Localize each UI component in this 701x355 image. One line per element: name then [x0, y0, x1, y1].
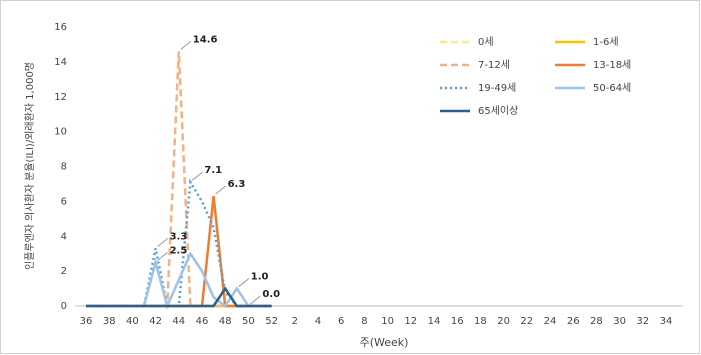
value-label: 1.0 [251, 272, 269, 283]
legend-label: 50-64세 [593, 82, 631, 94]
leader-line [215, 185, 226, 195]
x-tick-label: 30 [613, 316, 626, 327]
x-tick-label: 44 [172, 316, 185, 327]
leader-line [157, 238, 168, 247]
x-tick-label: 34 [660, 316, 673, 327]
x-tick-label: 46 [196, 316, 209, 327]
y-tick-label: 16 [54, 22, 67, 33]
x-tick-label: 12 [404, 316, 417, 327]
x-axis-label: 주(Week) [360, 336, 409, 349]
series-line [86, 286, 272, 308]
value-label: 14.6 [193, 34, 218, 45]
legend-label: 7-12세 [478, 59, 510, 71]
leader-line [180, 41, 192, 50]
x-tick-label: 18 [474, 316, 487, 327]
y-tick-label: 14 [54, 57, 67, 68]
x-tick-label: 20 [497, 316, 510, 327]
x-tick-label: 50 [242, 316, 255, 327]
value-label: 3.3 [170, 231, 188, 242]
x-tick-label: 38 [103, 316, 116, 327]
x-tick-label: 36 [80, 316, 93, 327]
x-tick-label: 4 [315, 316, 321, 327]
x-tick-label: 28 [590, 316, 603, 327]
y-tick-label: 12 [54, 92, 67, 103]
leader-line [192, 171, 203, 181]
x-tick-label: 24 [544, 316, 557, 327]
value-label: 7.1 [204, 165, 222, 176]
legend-label: 13-18세 [593, 59, 631, 71]
x-tick-label: 10 [381, 316, 394, 327]
x-tick-label: 48 [219, 316, 232, 327]
x-tick-label: 26 [567, 316, 580, 327]
x-tick-label: 52 [265, 316, 278, 327]
x-tick-label: 8 [361, 316, 367, 327]
leader-line [238, 278, 250, 287]
y-tick-label: 6 [61, 196, 67, 207]
x-tick-label: 6 [338, 316, 344, 327]
y-tick-label: 2 [61, 266, 67, 277]
x-tick-label: 2 [292, 316, 298, 327]
x-tick-label: 14 [428, 316, 441, 327]
legend-label: 0세 [478, 36, 494, 48]
x-tick-label: 16 [451, 316, 464, 327]
legend-label: 19-49세 [478, 82, 516, 94]
value-label: 0.0 [262, 289, 280, 300]
x-tick-label: 32 [636, 316, 649, 327]
y-tick-label: 4 [61, 231, 67, 242]
value-label: 2.5 [170, 245, 188, 256]
leader-line [157, 252, 168, 261]
leader-line [250, 295, 261, 305]
x-tick-label: 22 [520, 316, 533, 327]
x-tick-label: 40 [126, 316, 139, 327]
y-axis-label: 인플루엔자 의사환자 분율(ILI)/외래환자 1,000명 [24, 62, 36, 270]
y-tick-label: 10 [54, 127, 67, 138]
value-label: 6.3 [228, 179, 246, 190]
legend-label: 65세이상 [478, 105, 518, 117]
y-tick-label: 0 [61, 301, 67, 312]
x-tick-label: 42 [149, 316, 162, 327]
legend-label: 1-6세 [593, 36, 619, 48]
y-tick-label: 8 [61, 162, 67, 173]
